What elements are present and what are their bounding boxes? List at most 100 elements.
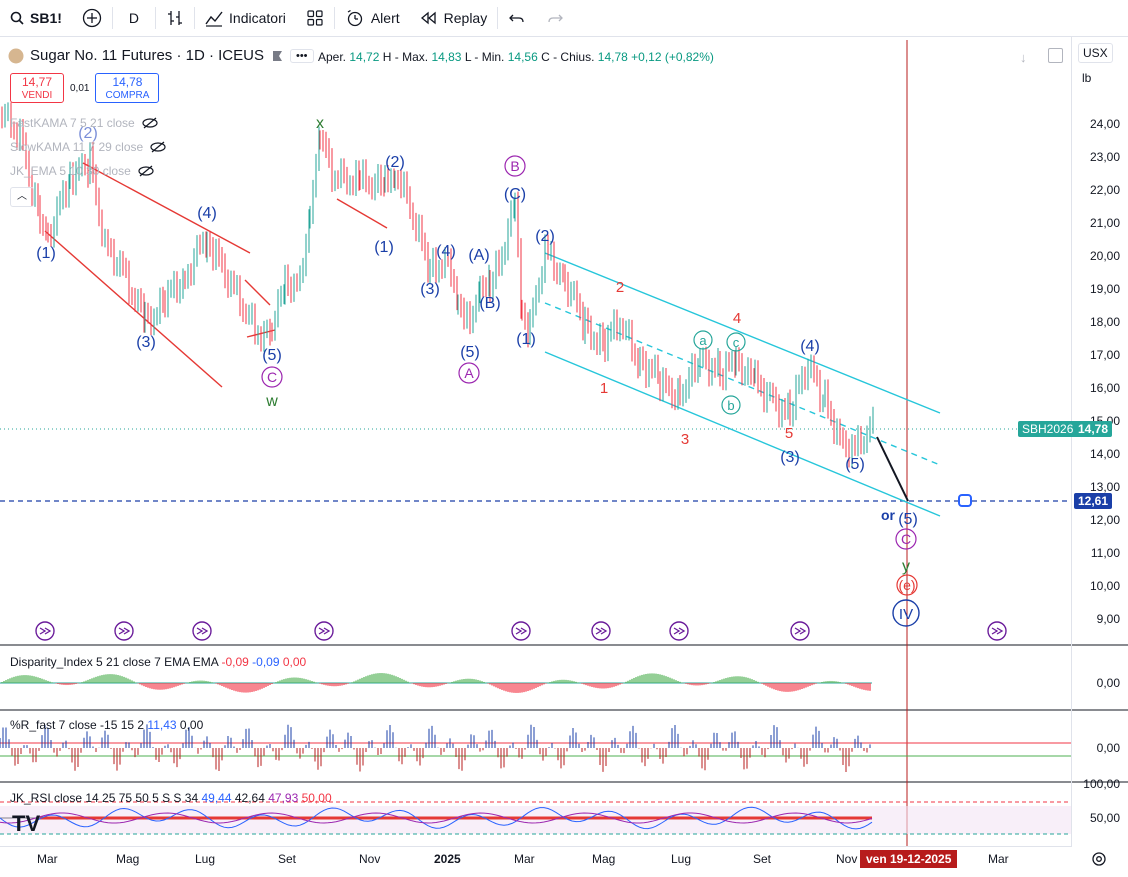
forward-arrow-icon <box>196 627 209 635</box>
grid-icon <box>307 10 323 26</box>
wave-label: (2) <box>535 228 555 245</box>
or-label: or <box>881 507 896 523</box>
low-value: 14,56 <box>507 50 538 64</box>
compare-button[interactable] <box>72 0 112 36</box>
cursor-date-tag: ven 19-12-2025 <box>860 850 958 868</box>
ohlc-values: Aper. 14,72 H - Max. 14,83 L - Min. 14,5… <box>318 50 714 64</box>
chart-legend: Sugar No. 11 Futures · 1D · ICEUS ••• <box>8 47 314 64</box>
overlay-jkema[interactable]: JK_EMA 5 10 30 close <box>10 164 155 178</box>
projection-line <box>876 436 909 502</box>
indicator-value: 11,43 <box>147 718 177 732</box>
toolbar-divider <box>155 7 157 29</box>
wave-labels-green: x w y <box>265 115 910 575</box>
close-label: C - Chius. <box>541 50 595 64</box>
interval-button[interactable]: D <box>113 0 155 36</box>
time-label: Lug <box>671 852 692 866</box>
wave-label-y: y <box>902 558 910 575</box>
price-axis[interactable]: USX lb <box>1071 37 1128 847</box>
symbol-search[interactable]: SB1! <box>0 0 72 36</box>
indicators-button[interactable]: Indicatori <box>195 0 296 36</box>
buy-button[interactable]: 14,78 COMPRA <box>95 73 160 103</box>
chevron-up-icon: ︿ <box>17 191 27 202</box>
high-value: 14,83 <box>431 50 462 64</box>
wave-label: (B) <box>479 295 500 312</box>
circled-wave-label: B <box>510 158 519 174</box>
overlay-label: JK_EMA 5 10 30 close <box>10 164 131 178</box>
r-axis-tick: 0,00 <box>1096 741 1120 755</box>
wedge-lines <box>44 162 388 388</box>
indicator-value: -0,09 <box>221 655 249 669</box>
indicator-name: Disparity_Index 5 21 close 7 EMA EMA <box>10 655 219 669</box>
overlay-label: SlowKAMA 11 7 29 close <box>10 140 144 154</box>
price-tick: 19,00 <box>1089 282 1120 296</box>
line-handle[interactable] <box>958 494 972 507</box>
alert-button[interactable]: Alert <box>335 0 410 36</box>
circled-labels: C A B C a b c (e) IV <box>261 155 920 627</box>
circled-wave-label: b <box>727 398 734 413</box>
time-label: Mar <box>988 852 1009 866</box>
wave-label-x: x <box>316 115 324 132</box>
open-value: 14,72 <box>349 50 380 64</box>
collapse-legend-button[interactable]: ︿ <box>10 187 34 207</box>
toolbar-divider <box>111 7 113 29</box>
wave-label: 4 <box>733 310 741 327</box>
price-tick: 16,00 <box>1089 381 1120 395</box>
change-value: +0,12 (+0,82%) <box>631 50 714 64</box>
templates-button[interactable] <box>296 0 334 36</box>
price-tick: 23,00 <box>1089 150 1120 164</box>
circled-wave-label: IV <box>899 606 913 623</box>
eye-hidden-icon[interactable] <box>137 164 155 178</box>
r-fast-histogram <box>0 724 871 772</box>
bars-chart-icon <box>168 11 183 25</box>
r-axis-tick: 100,00 <box>1083 777 1120 791</box>
forward-arrow-icon <box>318 627 331 635</box>
wave-label: (4) <box>197 205 217 222</box>
forward-arrow-icon <box>515 627 528 635</box>
replay-button[interactable]: Replay <box>410 0 498 36</box>
overlay-fastkama[interactable]: FastKAMA 7 5 21 close <box>10 116 159 130</box>
currency-select[interactable]: USX <box>1078 43 1113 63</box>
disparity-legend: Disparity_Index 5 21 close 7 EMA EMA -0,… <box>10 655 306 669</box>
price-tick: 20,00 <box>1089 249 1120 263</box>
price-tick: 14,00 <box>1089 447 1120 461</box>
price-chart[interactable]: (1) (2) (3) (4) (5) (2) (1) (4) (3) (A) … <box>0 37 1128 876</box>
eye-hidden-icon[interactable] <box>141 116 159 130</box>
maximize-icon[interactable] <box>1048 48 1063 63</box>
r-fast-legend: %R_fast 7 close -15 15 2 11,43 0,00 <box>10 718 203 732</box>
rewind-icon <box>420 11 436 25</box>
undo-button[interactable] <box>498 0 536 36</box>
settings-button[interactable] <box>1090 850 1108 873</box>
disparity-histogram <box>1 673 871 693</box>
indicator-value: -0,09 <box>252 655 280 669</box>
gear-icon <box>1092 852 1106 866</box>
wave-label: 5 <box>785 425 793 442</box>
unit-select[interactable]: lb <box>1082 71 1091 85</box>
rsi-axis-tick: 50,00 <box>1089 811 1120 825</box>
scroll-down-icon[interactable]: ↓ <box>1020 50 1027 65</box>
redo-button[interactable] <box>536 0 574 36</box>
wave-label: (3) <box>780 449 800 466</box>
sell-label: VENDI <box>21 90 53 101</box>
flag-icon[interactable] <box>270 49 284 63</box>
plus-circle-icon <box>82 8 102 28</box>
time-label: Set <box>753 852 772 866</box>
price-tick: 9,00 <box>1096 612 1120 626</box>
currency-label: USX <box>1083 46 1108 60</box>
wave-label: (3) <box>420 281 440 298</box>
wave-label: (1) <box>36 245 56 262</box>
forward-arrow-icon <box>118 627 131 635</box>
sell-button[interactable]: 14,77 VENDI <box>10 73 64 103</box>
alert-label: Alert <box>370 10 400 26</box>
wave-labels: (1) (2) (3) (4) (5) (2) (1) (4) (3) (A) … <box>36 125 918 528</box>
event-markers[interactable] <box>35 621 1007 641</box>
time-axis[interactable]: Mar Mag Lug Set Nov 2025 Mar Mag Lug Set… <box>0 846 1072 877</box>
overlay-slowkama[interactable]: SlowKAMA 11 7 29 close <box>10 140 167 154</box>
indicators-label: Indicatori <box>229 10 286 26</box>
eye-hidden-icon[interactable] <box>149 140 167 154</box>
chart-type-button[interactable] <box>156 0 194 36</box>
buy-price: 14,78 <box>112 75 143 89</box>
wave-label: 1 <box>600 380 608 397</box>
time-label: Mar <box>514 852 535 866</box>
symbol-label: SB1! <box>30 10 62 26</box>
more-icon[interactable]: ••• <box>289 48 314 63</box>
